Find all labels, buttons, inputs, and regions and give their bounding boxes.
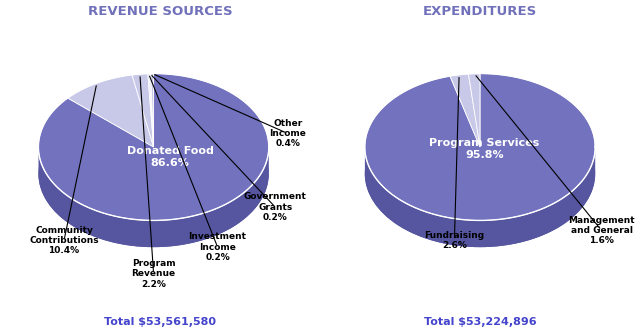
Ellipse shape [365, 100, 595, 247]
Text: Program
Revenue
2.2%: Program Revenue 2.2% [132, 259, 175, 289]
Polygon shape [365, 144, 595, 247]
Text: Total $53,561,580: Total $53,561,580 [104, 317, 216, 327]
Polygon shape [132, 73, 154, 147]
Text: Investment
Income
0.2%: Investment Income 0.2% [189, 232, 246, 262]
Text: Program Services
95.8%: Program Services 95.8% [429, 138, 540, 160]
Text: Fundraising
2.6%: Fundraising 2.6% [424, 231, 484, 250]
Text: Donated Food
86.6%: Donated Food 86.6% [127, 146, 214, 168]
Text: Total $53,224,896: Total $53,224,896 [424, 317, 536, 327]
Text: Government
Grants
0.2%: Government Grants 0.2% [244, 192, 307, 222]
Polygon shape [148, 73, 154, 147]
Text: REVENUE SOURCES: REVENUE SOURCES [88, 5, 232, 18]
Polygon shape [149, 73, 154, 147]
Polygon shape [38, 144, 269, 247]
Polygon shape [68, 75, 154, 147]
Polygon shape [468, 73, 480, 147]
Text: Community
Contributions
10.4%: Community Contributions 10.4% [29, 225, 99, 256]
Polygon shape [450, 74, 480, 147]
Polygon shape [38, 73, 269, 220]
Ellipse shape [38, 100, 269, 247]
Text: Other
Income
0.4%: Other Income 0.4% [269, 119, 307, 149]
Polygon shape [365, 73, 595, 220]
Text: Management
and General
1.6%: Management and General 1.6% [568, 215, 635, 245]
Polygon shape [150, 73, 154, 147]
Text: EXPENDITURES: EXPENDITURES [423, 5, 537, 18]
